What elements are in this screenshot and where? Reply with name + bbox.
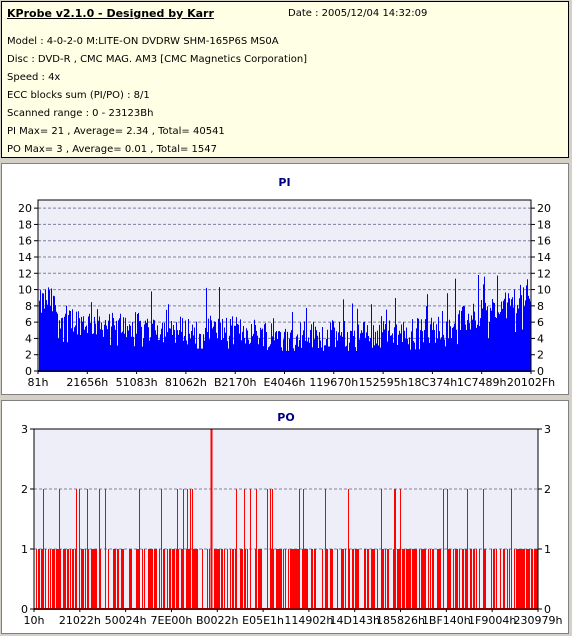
pi-y-tick-label-right: 8 [537, 300, 544, 313]
disc-line: Disc : DVD-R , CMC MAG. AM3 [CMC Magneti… [7, 54, 308, 65]
pi-y-tick-label-right: 2 [537, 349, 544, 362]
pi-stats-line: PI Max= 21 , Average= 2.34 , Total= 4054… [7, 126, 225, 137]
pi-y-tick-label: 10 [18, 284, 32, 297]
pi-y-tick-label: 12 [18, 267, 32, 280]
pi-chart-panel: PI 0 0 2 2 4 4 6 6 8 8 10 10 12 12 14 14 16 16 18 18 20 20 81h 2… [1, 163, 569, 395]
pi-y-tick-label-right: 16 [537, 235, 551, 248]
po-y-tick-label-right: 3 [544, 423, 551, 436]
po-y-tick-label: 3 [21, 423, 28, 436]
po-y-tick-label-right: 1 [544, 543, 551, 556]
pi-y-tick-label-right: 10 [537, 284, 551, 297]
po-x-tick-label: 10h [24, 614, 45, 627]
po-y-tick-label-right: 2 [544, 483, 551, 496]
po-plot-frame [33, 428, 539, 610]
pi-x-tick-label: 1C7489h [457, 376, 507, 389]
po-chart: PO 0 0 1 1 2 2 3 3 10h 21022h 50024h 7EE00h B0022h E05… [21, 411, 563, 627]
range-line: Scanned range : 0 - 23123Bh [7, 108, 154, 119]
pi-y-tick-label-right: 20 [537, 202, 551, 215]
pi-x-tick-label: 152595h [359, 376, 408, 389]
po-x-tick-label: 114902h [284, 614, 333, 627]
pi-y-tick-label: 6 [25, 316, 32, 329]
pi-x-tick-label: B2170h [214, 376, 257, 389]
po-y-tick-label-right: 0 [544, 603, 551, 616]
pi-chart: PI 0 0 2 2 4 4 6 6 8 8 10 10 12 12 14 14 16 16 18 18 20 20 81h 2… [18, 176, 555, 389]
po-x-tick-label: 185826h [376, 614, 425, 627]
po-y-tick-label: 0 [21, 603, 28, 616]
pi-x-tick-label: 51083h [116, 376, 158, 389]
pi-y-tick-label: 4 [25, 332, 32, 345]
pi-y-tick-label-right: 14 [537, 251, 551, 264]
pi-y-tick-label-right: 4 [537, 332, 544, 345]
po-chart-panel: PO 0 0 1 1 2 2 3 3 10h 21022h 50024h 7EE00h B0022h E05… [1, 400, 569, 634]
po-x-tick-label: 50024h [105, 614, 147, 627]
app-title: KProbe v2.1.0 - Designed by Karr [7, 7, 214, 20]
pi-x-tick-label: 21656h [66, 376, 108, 389]
pi-x-tick-label: 18C374h [408, 376, 458, 389]
po-x-tick-label: 1F9004h [468, 614, 516, 627]
info-panel: KProbe v2.1.0 - Designed by Karr Date : … [1, 1, 569, 158]
pi-y-tick-label-right: 0 [537, 365, 544, 378]
pi-y-tick-label: 20 [18, 202, 32, 215]
pi-y-tick-label: 14 [18, 251, 32, 264]
pi-y-tick-label: 18 [18, 218, 32, 231]
pi-x-tick-label: 81h [28, 376, 49, 389]
speed-line: Speed : 4x [7, 72, 61, 83]
pi-y-tick-label: 2 [25, 349, 32, 362]
po-x-tick-label: B0022h [196, 614, 239, 627]
pi-x-tick-label: E4046h [264, 376, 306, 389]
pi-y-tick-label-right: 6 [537, 316, 544, 329]
po-chart-title: PO [277, 411, 294, 424]
pi-y-tick-label-right: 12 [537, 267, 551, 280]
po-stats-line: PO Max= 3 , Average= 0.01 , Total= 1547 [7, 144, 217, 155]
po-x-tick-label: 7EE00h [151, 614, 193, 627]
pi-x-tick-label: 20102Fh [507, 376, 555, 389]
pi-y-tick-label-right: 18 [537, 218, 551, 231]
pi-y-tick-label: 8 [25, 300, 32, 313]
po-y-tick-label: 1 [21, 543, 28, 556]
model-line: Model : 4-0-2-0 M:LITE-ON DVDRW SHM-165P… [7, 36, 279, 47]
po-x-tick-label: E05E1h [242, 614, 284, 627]
pi-x-tick-label: 119670h [309, 376, 358, 389]
po-x-tick-label: 1BF140h [422, 614, 471, 627]
po-x-tick-label: 230979h [514, 614, 563, 627]
po-x-tick-label: 14D143h [330, 614, 380, 627]
pi-y-tick-label: 16 [18, 235, 32, 248]
scan-date: Date : 2005/12/04 14:32:09 [288, 8, 428, 19]
ecc-line: ECC blocks sum (PI/PO) : 8/1 [7, 90, 150, 101]
po-x-tick-label: 21022h [59, 614, 101, 627]
pi-y-tick-label: 0 [25, 365, 32, 378]
pi-chart-title: PI [278, 176, 290, 189]
po-y-tick-label: 2 [21, 483, 28, 496]
pi-x-tick-label: 81062h [165, 376, 207, 389]
